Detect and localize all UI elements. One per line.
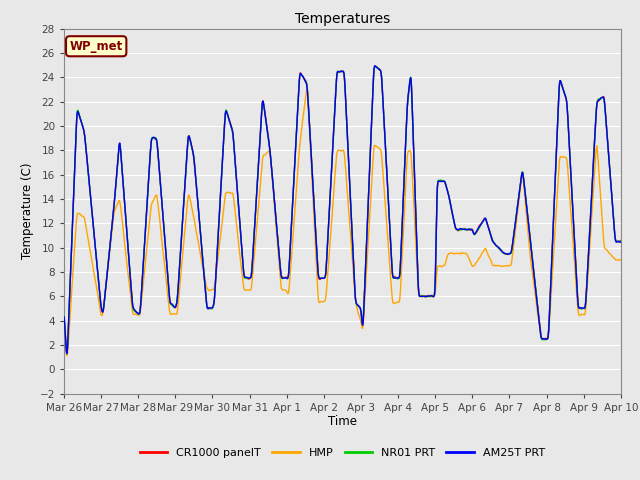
Title: Temperatures: Temperatures [295,12,390,26]
Legend: CR1000 panelT, HMP, NR01 PRT, AM25T PRT: CR1000 panelT, HMP, NR01 PRT, AM25T PRT [135,443,550,463]
Text: WP_met: WP_met [70,40,123,53]
Y-axis label: Temperature (C): Temperature (C) [21,163,34,260]
X-axis label: Time: Time [328,415,357,429]
